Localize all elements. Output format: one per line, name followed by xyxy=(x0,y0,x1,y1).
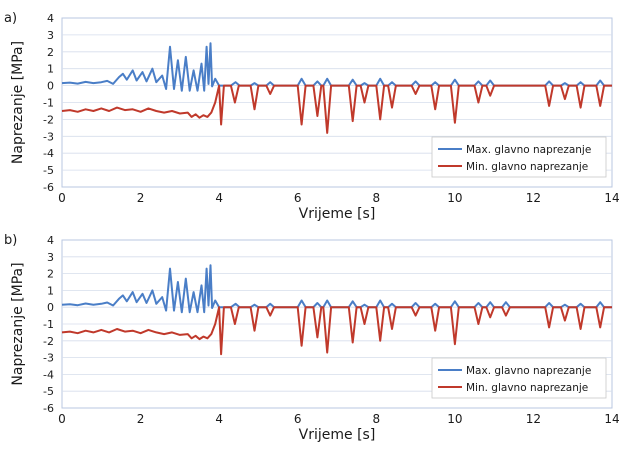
y-axis-label: Naprezanje [MPa] xyxy=(10,41,26,164)
y-tick-label: -3 xyxy=(43,352,54,365)
y-tick-label: 2 xyxy=(47,268,54,281)
y-tick-label: -4 xyxy=(43,368,54,381)
x-tick-label: 4 xyxy=(215,191,223,205)
y-tick-label: 4 xyxy=(47,234,54,247)
y-tick-label: -3 xyxy=(43,130,54,143)
x-tick-label: 12 xyxy=(526,412,541,426)
legend-label: Max. glavno naprezanje xyxy=(466,365,591,377)
legend: Max. glavno naprezanje Min. glavno naprez… xyxy=(431,136,607,178)
y-tick-label: 1 xyxy=(47,284,54,297)
y-tick-label: 3 xyxy=(47,29,54,42)
legend-label: Min. glavno naprezanje xyxy=(466,382,588,394)
legend-label: Max. glavno naprezanje xyxy=(466,144,591,156)
y-tick-label: -2 xyxy=(43,335,54,348)
y-tick-label: -6 xyxy=(43,181,54,194)
x-tick-label: 12 xyxy=(526,191,541,205)
x-tick-label: 8 xyxy=(372,191,380,205)
x-tick-label: 8 xyxy=(372,412,380,426)
x-axis-label: Vrijeme [s] xyxy=(299,427,376,443)
y-tick-label: 3 xyxy=(47,251,54,264)
y-tick-label: 2 xyxy=(47,46,54,59)
x-axis-label: Vrijeme [s] xyxy=(299,206,376,222)
x-tick-label: 2 xyxy=(137,191,145,205)
legend-label: Min. glavno naprezanje xyxy=(466,161,588,173)
legend: Max. glavno naprezanje Min. glavno naprez… xyxy=(431,357,607,399)
x-tick-label: 4 xyxy=(215,412,223,426)
y-axis-label: Naprezanje [MPa] xyxy=(10,262,26,385)
legend-box xyxy=(431,357,607,399)
y-tick-label: -1 xyxy=(43,318,54,331)
panel-label: a) xyxy=(4,11,17,26)
x-tick-label: 14 xyxy=(604,412,619,426)
series-line-min xyxy=(61,306,612,356)
x-tick-label: 6 xyxy=(294,412,302,426)
y-tick-label: -5 xyxy=(43,164,54,177)
x-tick-label: 10 xyxy=(447,412,462,426)
panel-label: b) xyxy=(4,233,17,248)
legend-box xyxy=(431,136,607,178)
series-line-min xyxy=(61,84,612,134)
y-tick-label: 0 xyxy=(47,301,54,314)
y-tick-label: -1 xyxy=(43,97,54,110)
y-tick-label: 0 xyxy=(47,80,54,93)
x-tick-label: 0 xyxy=(58,412,66,426)
y-tick-label: -5 xyxy=(43,385,54,398)
y-tick-label: 4 xyxy=(47,12,54,25)
y-tick-label: -6 xyxy=(43,402,54,415)
x-tick-label: 0 xyxy=(58,191,66,205)
x-tick-label: 10 xyxy=(447,191,462,205)
x-tick-label: 14 xyxy=(604,191,619,205)
y-tick-label: -4 xyxy=(43,147,54,160)
x-tick-label: 2 xyxy=(137,412,145,426)
x-tick-label: 6 xyxy=(294,191,302,205)
y-tick-label: -2 xyxy=(43,113,54,126)
y-tick-label: 1 xyxy=(47,63,54,76)
